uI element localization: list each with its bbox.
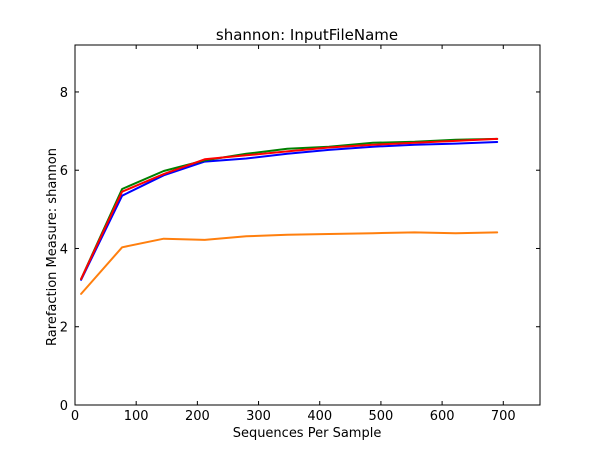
- x-tick-label-200: 200: [185, 409, 210, 424]
- y-tick-label-4: 4: [60, 242, 68, 257]
- x-tick-label-100: 100: [124, 409, 149, 424]
- y-axis-label: Rarefaction Measure: shannon: [45, 148, 60, 346]
- x-tick-label-600: 600: [430, 409, 455, 424]
- x-axis-label: Sequences Per Sample: [233, 426, 382, 441]
- y-tick-label-8: 8: [60, 86, 68, 101]
- x-tick-label-300: 300: [246, 409, 271, 424]
- series-line-3: [80, 137, 499, 280]
- series-line-4: [80, 231, 499, 295]
- plot-frame: [74, 44, 541, 406]
- x-tick-label-400: 400: [307, 409, 332, 424]
- series-line-1: [80, 141, 499, 281]
- y-tick-label-6: 6: [60, 164, 68, 179]
- chart-title: shannon: InputFileName: [216, 26, 398, 44]
- series-line-2: [80, 137, 499, 280]
- y-tick-label-0: 0: [60, 399, 68, 414]
- y-tick-label-2: 2: [60, 321, 68, 336]
- x-tick-label-700: 700: [491, 409, 516, 424]
- plot-area: 0 100 200 300 400 500 600 700 0 2 4 6 8: [60, 44, 541, 424]
- x-tick-label-0: 0: [71, 409, 79, 424]
- x-tick-label-500: 500: [369, 409, 394, 424]
